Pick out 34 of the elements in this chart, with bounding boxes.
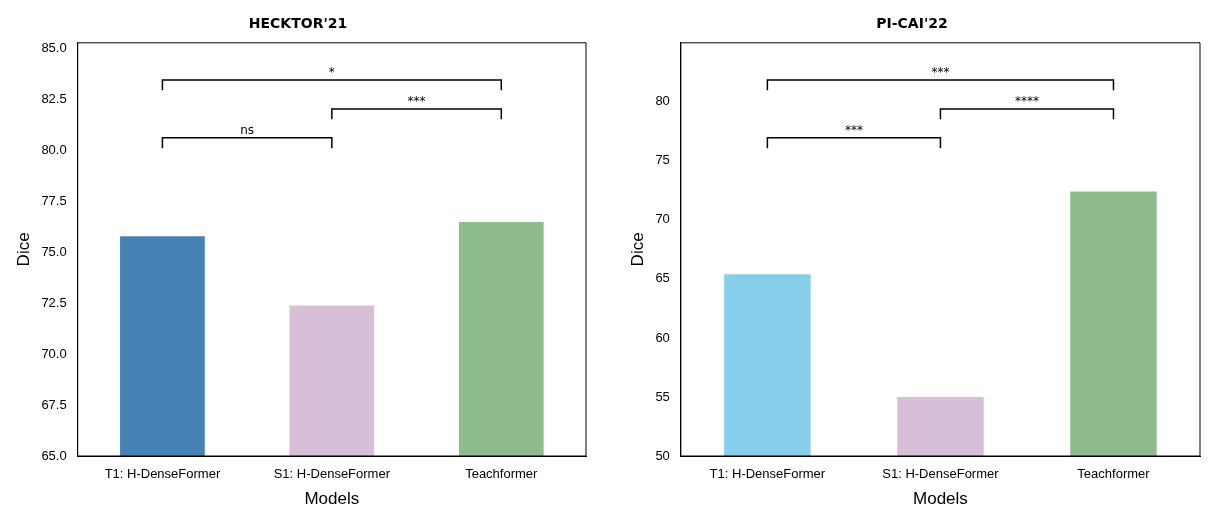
annotation: * [328,65,335,80]
x-tick-label: S1: H-DenseFormer [882,466,1000,482]
x-tick-label: T1: H-DenseFormer [709,466,826,482]
y-tick-label: 70.0 [41,345,67,361]
y-tick-label: 72.5 [41,294,67,310]
chart-title: PI-CAI'22 [876,15,948,32]
chart-title: HECKTOR'21 [248,15,348,32]
y-tick-label: 77.5 [41,193,67,209]
annotation: *** [407,94,426,109]
y-tick-label: 75.0 [41,244,67,260]
annotation: *** [844,122,863,137]
y-tick-label: 80.0 [41,142,67,158]
x-axis-title: Models [304,489,360,509]
annotation: *** [931,65,950,80]
y-tick-label: 65 [655,270,670,286]
x-tick-label: T1: H-DenseFormer [104,466,221,482]
y-tick-label: 75 [655,152,670,168]
annotation: ns [240,122,255,137]
y-tick-label: 50 [655,447,670,463]
y-tick-label: 65.0 [41,447,67,463]
x-tick-label: Teachformer [465,466,539,482]
y-tick-label: 80 [655,93,670,109]
x-tick-label: Teachformer [1077,466,1151,482]
x-axis-title: Models [913,489,968,509]
annotation: **** [1014,94,1039,109]
y-tick-label: 82.5 [41,91,67,107]
y-tick-label: 55 [655,388,670,404]
y-tick-label: 60 [655,329,670,345]
x-tick-label: S1: H-DenseFormer [273,466,391,482]
y-axis-title: Dice [627,232,647,267]
y-tick-label: 67.5 [41,396,67,412]
y-tick-label: 70 [655,211,670,227]
y-axis-title: Dice [13,232,33,267]
y-tick-label: 85.0 [41,40,67,56]
